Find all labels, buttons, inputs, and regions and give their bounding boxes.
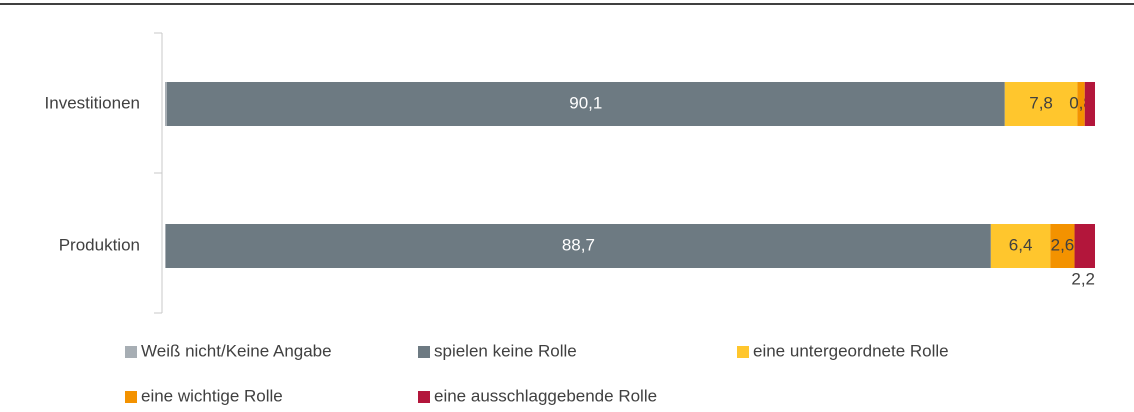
bar-segment <box>1077 82 1085 126</box>
data-label: 2,2 <box>1071 269 1095 288</box>
bar-segment <box>1050 224 1075 268</box>
data-label: 2,6 <box>1051 235 1075 254</box>
bar-segment <box>1004 82 1078 126</box>
bar-segment <box>166 82 1005 126</box>
legend-label: eine wichtige Rolle <box>141 386 283 405</box>
legend-swatch <box>737 346 749 358</box>
category-axis <box>154 32 163 314</box>
legend-swatch <box>418 346 430 358</box>
legend-label: eine ausschlaggebende Rolle <box>434 386 657 405</box>
data-label: 90,1 <box>569 93 602 112</box>
data-label: 88,7 <box>562 235 595 254</box>
legend-label: Weiß nicht/Keine Angabe <box>141 341 332 360</box>
bar-segment <box>165 224 166 268</box>
bar-segment <box>165 224 991 268</box>
legend-swatch <box>418 391 430 403</box>
legend-swatch <box>125 346 137 358</box>
data-label: 7,8 <box>1029 93 1053 112</box>
category-label: Produktion <box>59 235 140 254</box>
bar-segment <box>1084 82 1095 126</box>
data-label: 6,4 <box>1009 235 1033 254</box>
legend-swatch <box>125 391 137 403</box>
legend-label: spielen keine Rolle <box>434 341 577 360</box>
bar-segment <box>990 224 1051 268</box>
bar-segment <box>1074 224 1095 268</box>
bar-segment <box>165 82 167 126</box>
category-label: Investitionen <box>45 93 140 112</box>
legend-label: eine untergeordnete Rolle <box>753 341 949 360</box>
